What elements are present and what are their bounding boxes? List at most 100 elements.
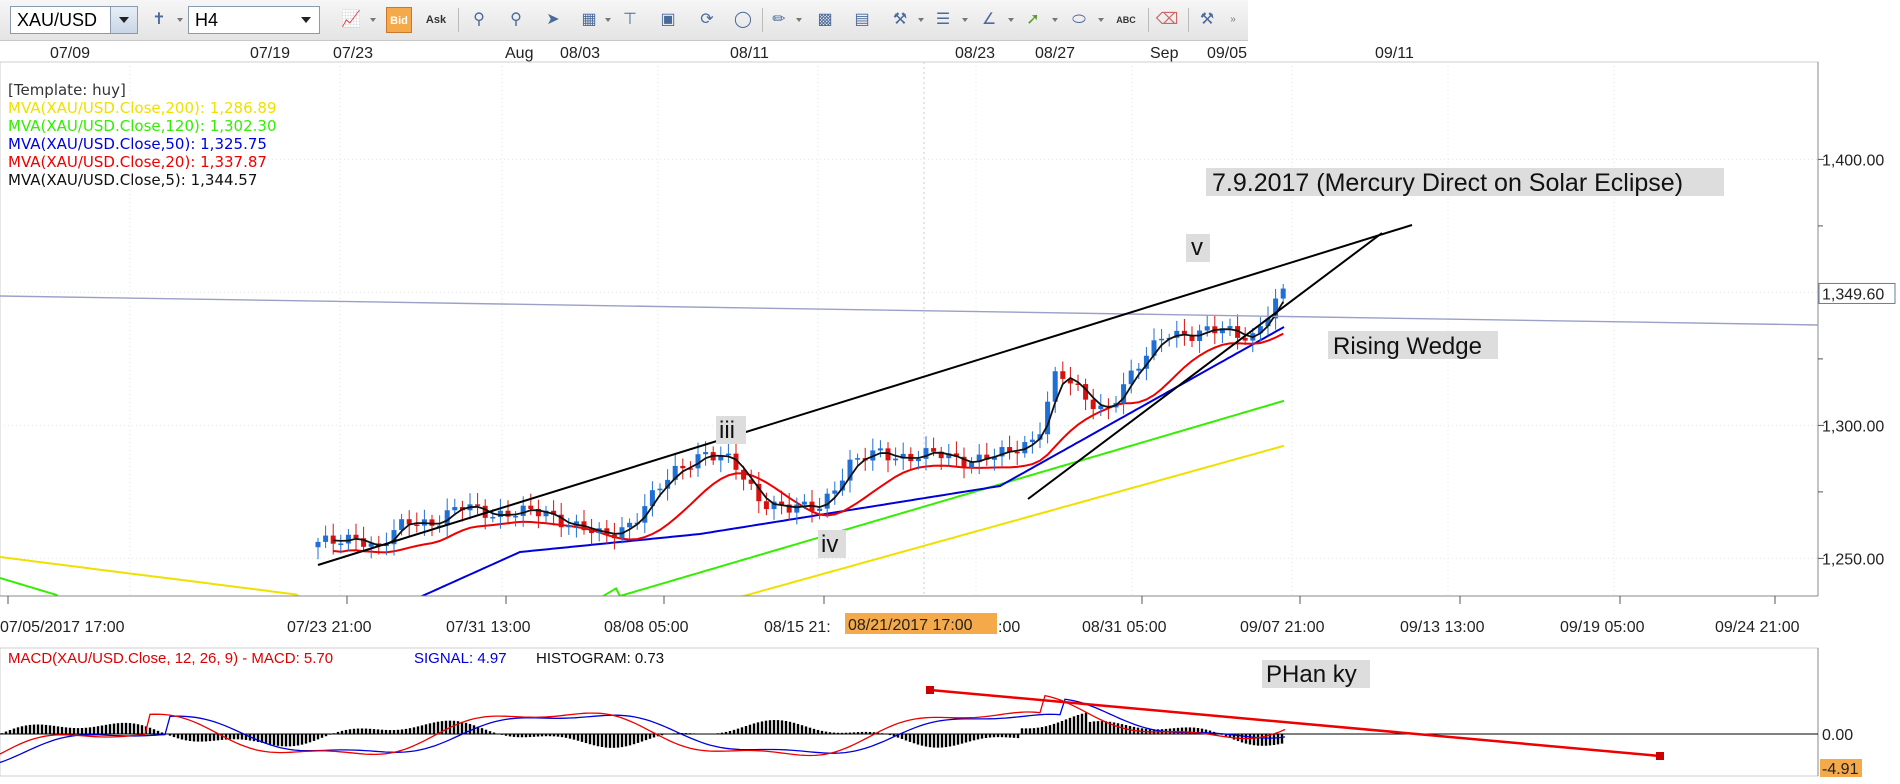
candle-body <box>703 452 709 455</box>
candle-body <box>611 534 617 539</box>
wedge-lower-line[interactable] <box>1027 232 1383 500</box>
abc-text-icon[interactable]: ABC <box>1116 15 1136 25</box>
time-tick-label: 09/07 21:00 <box>1240 619 1325 636</box>
line-chart-icon[interactable]: 📈 <box>341 11 361 28</box>
crosshair-icon[interactable]: ✝ <box>152 11 166 28</box>
time-axis: 07/05/2017 17:00 07/23 21:00 07/31 13:00 08… <box>0 595 1900 646</box>
organize-icon[interactable]: ⚒ <box>1199 11 1215 28</box>
bar-chart-icon[interactable]: ▦ <box>581 11 597 28</box>
top-date-label: 07/19 <box>250 45 290 62</box>
annotation-mercury[interactable]: 7.9.2017 (Mercury Direct on Solar Eclips… <box>1206 168 1724 197</box>
candle-body <box>877 448 883 451</box>
candle-body <box>984 454 990 460</box>
annotation-phan-ky[interactable]: PHan ky <box>1262 660 1370 688</box>
globe-icon[interactable]: ◯ <box>734 11 752 28</box>
candle-body <box>1174 330 1180 338</box>
candle-body <box>938 451 944 459</box>
svg-text:PHan ky: PHan ky <box>1266 661 1357 688</box>
ma50-line <box>419 326 1285 598</box>
svg-text:7.9.2017 (Mercury Direct on So: 7.9.2017 (Mercury Direct on Solar Eclips… <box>1212 169 1683 197</box>
candle-body <box>1273 298 1279 319</box>
annotation-wave-iv[interactable]: iv <box>818 530 846 558</box>
candle-body <box>520 505 526 516</box>
macd-signal-line <box>0 698 1286 764</box>
top-date-label: 09/05 <box>1207 45 1247 62</box>
candle-body <box>1181 330 1187 335</box>
ma-legend-entry: MVA(XAU/USD.Close,50): 1,325.75 <box>8 135 267 153</box>
annotation-wave-v[interactable]: v <box>1186 234 1210 262</box>
ellipse-icon[interactable]: ⬭ <box>1072 11 1086 28</box>
image-icon[interactable]: ▩ <box>817 11 833 28</box>
candle-body <box>725 453 731 456</box>
time-tick-label: 08/15 21: <box>764 619 831 636</box>
macd-histogram-label: HISTOGRAM: 0.73 <box>536 650 664 667</box>
cursor-time-label: 08/21/2017 17:00 <box>848 617 973 634</box>
eraser-icon[interactable]: ⌫ <box>1155 11 1179 28</box>
trendline-icon[interactable]: ➚ <box>1026 11 1040 28</box>
horizontal-trendline[interactable] <box>0 295 1819 326</box>
svg-text:iii: iii <box>719 417 735 444</box>
candle-body <box>1265 318 1271 327</box>
candle-body <box>969 462 975 468</box>
candle-body <box>976 454 982 463</box>
macd-indicator <box>0 694 1286 764</box>
tools-icon[interactable]: ⚒ <box>892 11 908 28</box>
candle-body <box>353 534 359 539</box>
ma-legend-entry: MVA(XAU/USD.Close,5): 1,344.57 <box>8 171 257 189</box>
lines-icon[interactable]: ☰ <box>935 11 951 28</box>
svg-text:iv: iv <box>821 531 838 558</box>
zoom-out-icon[interactable]: ⚲ <box>510 11 522 28</box>
candle-body <box>1136 368 1142 371</box>
current-price-label: 1,349.60 <box>1822 286 1884 303</box>
ruler-icon[interactable]: ✏ <box>772 11 786 28</box>
price-axis: 1,400.00 1,300.00 1,250.00 1,349.60 <box>1818 62 1900 596</box>
candle-body <box>999 447 1005 457</box>
zoom-in-icon[interactable]: ⚲ <box>473 11 485 28</box>
candle-body <box>680 465 686 469</box>
candle-body <box>1143 355 1149 369</box>
top-date-label: 08/11 <box>730 45 769 62</box>
annotation-wave-iii[interactable]: iii <box>716 416 746 444</box>
macd-zero-label: 0.00 <box>1822 727 1853 744</box>
candle-body <box>741 469 747 480</box>
cursor-icon[interactable]: ➤ <box>546 11 560 28</box>
chevron-down-icon[interactable] <box>293 7 319 33</box>
ask-button[interactable]: Ask <box>425 14 447 26</box>
candle-body <box>452 507 458 511</box>
timeframe-select[interactable]: H4 <box>188 6 320 34</box>
divergence-line[interactable] <box>926 686 1664 760</box>
toolbar: XAU/USD ✝ H4 📈 Bid Ask ⚲ ⚲ ➤ ▦ ⊤ ▣ ⟳ ◯ ✏… <box>0 0 1248 41</box>
fibonacci-icon[interactable]: ∠ <box>981 11 997 28</box>
annotation-rising-wedge[interactable]: Rising Wedge <box>1328 331 1498 360</box>
chevron-down-icon[interactable] <box>110 7 137 33</box>
layout-icon[interactable]: ▤ <box>854 11 870 28</box>
candle-body <box>786 504 792 513</box>
template-icon[interactable]: ▣ <box>660 11 676 28</box>
symbol-value: XAU/USD <box>17 10 98 30</box>
ma-legend-entry: MVA(XAU/USD.Close,120): 1,302.30 <box>8 117 276 135</box>
refresh-icon[interactable]: ⟳ <box>700 11 714 28</box>
candle-body <box>991 456 997 460</box>
candle-body <box>429 519 435 526</box>
top-date-label: 09/11 <box>1375 45 1414 62</box>
time-tick-label: 08/08 05:00 <box>604 619 689 636</box>
svg-text:Rising Wedge: Rising Wedge <box>1333 333 1482 360</box>
candle-body <box>589 530 595 534</box>
candle-body <box>748 479 754 484</box>
timeframe-value: H4 <box>195 10 219 30</box>
period-separator-icon[interactable]: ⊤ <box>623 11 637 28</box>
candle-body <box>406 519 412 525</box>
svg-text:v: v <box>1191 234 1203 261</box>
candle-body <box>1052 371 1058 402</box>
candle-body <box>513 515 519 518</box>
candle-body <box>756 483 762 502</box>
candle-body <box>695 454 701 469</box>
candle-body <box>893 458 899 461</box>
candle-body <box>1098 405 1104 410</box>
chevron-right-icon[interactable]: » <box>1230 14 1236 25</box>
trendlines <box>0 224 1819 566</box>
symbol-select[interactable]: XAU/USD <box>10 6 138 34</box>
bid-button[interactable]: Bid <box>386 7 412 33</box>
wedge-upper-line[interactable] <box>317 224 1413 566</box>
time-tick-label: 07/23 21:00 <box>287 619 372 636</box>
